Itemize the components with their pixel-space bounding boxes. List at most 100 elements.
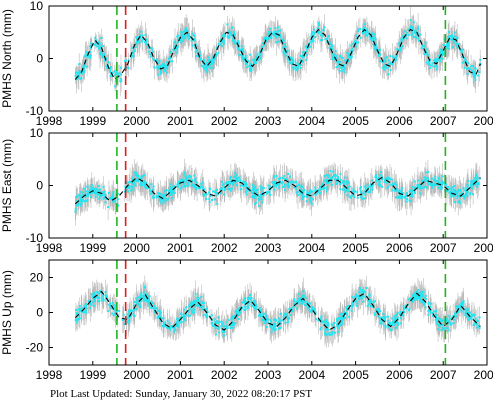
data-point: [330, 181, 332, 183]
data-point: [474, 173, 477, 176]
data-point: [153, 59, 156, 62]
data-point: [468, 67, 470, 70]
data-point: [157, 73, 160, 76]
data-point: [249, 64, 252, 67]
data-point: [93, 44, 96, 46]
data-point: [173, 45, 176, 48]
data-point: [286, 49, 289, 52]
data-point: [203, 188, 205, 191]
data-point: [331, 48, 334, 51]
data-point: [253, 196, 256, 199]
data-point: [459, 202, 461, 205]
data-point: [183, 173, 186, 176]
data-point: [281, 185, 284, 188]
data-point: [285, 51, 288, 54]
data-point: [255, 201, 258, 204]
data-point: [232, 181, 235, 184]
data-point: [245, 183, 248, 186]
data-point: [111, 194, 114, 197]
data-point: [317, 190, 320, 193]
data-point: [259, 50, 262, 53]
data-point: [283, 178, 286, 181]
data-point: [374, 45, 377, 48]
data-point: [157, 67, 160, 70]
data-point: [312, 40, 315, 42]
data-point: [199, 57, 202, 60]
data-point: [463, 66, 466, 69]
data-point: [161, 65, 164, 68]
data-point: [362, 197, 364, 200]
data-point: [333, 58, 336, 61]
data-point: [267, 190, 270, 193]
data-point: [311, 40, 313, 43]
data-point: [306, 192, 309, 195]
data-point: [177, 34, 180, 37]
data-point: [162, 195, 165, 198]
data-point: [83, 69, 86, 72]
data-point: [446, 46, 449, 49]
data-point: [256, 53, 259, 56]
data-point: [260, 189, 263, 192]
data-point: [143, 174, 145, 176]
data-point: [299, 67, 302, 69]
data-point: [277, 183, 280, 186]
data-point: [470, 183, 472, 186]
data-point: [450, 195, 453, 198]
data-point: [303, 55, 306, 58]
data-point: [219, 188, 222, 191]
data-point: [210, 63, 213, 66]
data-point: [242, 50, 244, 53]
data-point: [179, 31, 182, 34]
data-point: [268, 187, 271, 190]
data-point: [248, 69, 251, 72]
data-point: [97, 185, 100, 187]
data-point: [326, 174, 329, 176]
data-point: [243, 181, 246, 183]
data-point: [98, 193, 100, 196]
data-point: [149, 55, 152, 58]
data-point: [92, 188, 95, 191]
data-point: [459, 189, 462, 192]
data-point: [112, 200, 115, 203]
data-point: [219, 192, 222, 195]
data-point: [89, 189, 92, 192]
data-point: [182, 37, 185, 40]
data-point: [334, 173, 337, 176]
x-tick-label: 2005: [342, 114, 369, 128]
data-point: [93, 187, 96, 190]
y-tick-label: 10: [30, 0, 44, 13]
data-point: [95, 187, 98, 190]
data-point: [87, 190, 90, 193]
model-line: [74, 28, 481, 81]
data-point: [300, 192, 302, 195]
data-point: [114, 200, 117, 203]
data-point: [251, 188, 254, 191]
data-point: [379, 174, 382, 176]
data-point: [175, 51, 178, 54]
data-point: [454, 194, 457, 197]
data-point: [132, 50, 135, 52]
data-point: [208, 60, 210, 63]
data-point: [150, 192, 153, 195]
data-point: [222, 36, 225, 39]
data-point: [132, 183, 135, 185]
data-point: [299, 185, 302, 188]
data-point: [274, 31, 277, 34]
data-point: [317, 32, 320, 35]
data-point: [400, 196, 403, 199]
data-point: [184, 35, 187, 38]
data-point: [160, 201, 162, 204]
data-point: [348, 195, 351, 198]
data-point: [338, 69, 341, 72]
data-point: [410, 30, 413, 33]
data-point: [319, 187, 322, 190]
data-point: [209, 188, 212, 191]
data-point: [400, 190, 403, 193]
data-point: [75, 196, 78, 199]
data-point: [258, 197, 261, 200]
data-point: [366, 28, 369, 31]
data-point: [168, 194, 171, 196]
data-point: [194, 188, 197, 191]
data-point: [303, 195, 306, 198]
data-point: [450, 191, 453, 194]
